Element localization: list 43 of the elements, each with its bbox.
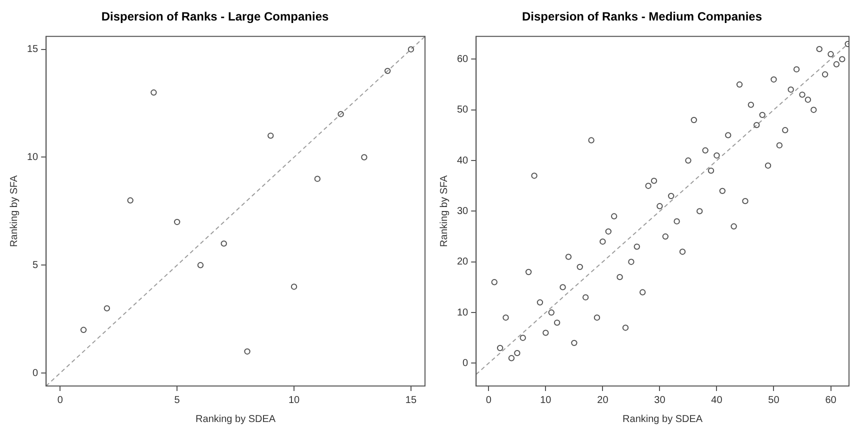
point bbox=[104, 305, 110, 312]
x-tick-label: 10 bbox=[540, 394, 552, 406]
x-tick-label: 0 bbox=[486, 394, 492, 406]
y-axis-title: Ranking by SFA bbox=[438, 175, 450, 248]
chart-title: Dispersion of Ranks - Medium Companies bbox=[522, 10, 762, 24]
y-tick-label: 10 bbox=[27, 152, 39, 163]
x-tick-label: 10 bbox=[288, 394, 300, 406]
point bbox=[361, 154, 368, 160]
point bbox=[384, 68, 391, 74]
point bbox=[197, 262, 204, 268]
point bbox=[338, 110, 344, 118]
point bbox=[244, 348, 250, 355]
x-tick-label: 40 bbox=[711, 394, 723, 406]
x-tick-label: 0 bbox=[57, 394, 64, 406]
chart-title: Dispersion of Ranks - Large Companies bbox=[101, 10, 330, 24]
point bbox=[290, 284, 298, 290]
point bbox=[220, 240, 227, 247]
point bbox=[127, 197, 134, 204]
y-tick-label: 5 bbox=[32, 260, 39, 271]
point bbox=[268, 132, 274, 139]
x-tick-label: 30 bbox=[654, 394, 666, 406]
y-tick-label: 0 bbox=[32, 368, 39, 379]
point bbox=[80, 326, 87, 333]
x-axis-title: Ranking by SDEA bbox=[622, 414, 703, 425]
x-tick-label: 20 bbox=[597, 394, 609, 406]
x-axis-title: Ranking by SDEA bbox=[196, 414, 276, 425]
y-tick-label: 60 bbox=[457, 54, 469, 65]
point bbox=[314, 176, 321, 182]
y-tick-label: 20 bbox=[457, 256, 469, 268]
x-tick-label: 50 bbox=[768, 394, 780, 406]
y-tick-label: 15 bbox=[27, 44, 39, 56]
y-tick-label: 50 bbox=[457, 104, 469, 116]
y-tick-label: 30 bbox=[457, 206, 469, 217]
y-tick-label: 10 bbox=[457, 307, 469, 318]
y-tick-label: 0 bbox=[462, 358, 469, 369]
point bbox=[174, 218, 180, 226]
y-axis-title: Ranking by SFA bbox=[8, 175, 20, 248]
x-tick-label: 5 bbox=[174, 394, 180, 406]
point bbox=[408, 46, 414, 52]
point bbox=[150, 89, 157, 96]
x-tick-label: 15 bbox=[405, 394, 417, 406]
y-tick-label: 40 bbox=[457, 155, 469, 166]
x-tick-label: 60 bbox=[825, 394, 837, 406]
